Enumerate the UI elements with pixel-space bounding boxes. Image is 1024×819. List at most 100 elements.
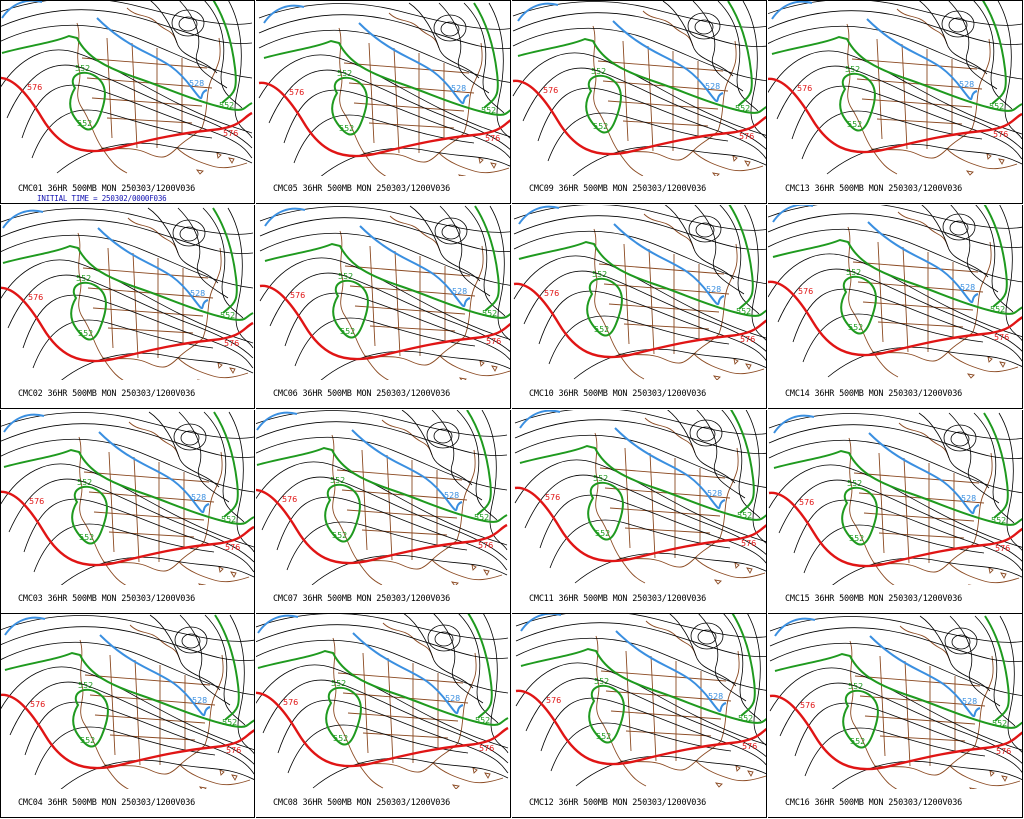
coastline-boundary bbox=[197, 566, 237, 585]
height-contour bbox=[768, 424, 1022, 459]
contour-value-label: 552 bbox=[76, 274, 91, 283]
coastline-boundary bbox=[202, 247, 222, 339]
contour-528-line bbox=[359, 225, 471, 308]
contour-552-line bbox=[1, 34, 253, 111]
contour-value-label: 528 bbox=[190, 289, 205, 298]
coastline-boundary bbox=[717, 40, 737, 132]
contour-value-label: 552 bbox=[330, 476, 345, 485]
contour-value-label: 528 bbox=[959, 80, 974, 89]
coastline-boundary bbox=[846, 23, 898, 175]
height-contour bbox=[768, 213, 1022, 248]
contour-552-line bbox=[840, 275, 877, 335]
height-contour bbox=[664, 205, 735, 280]
coastline-boundary bbox=[876, 38, 953, 150]
ensemble-member-panel: 552 552 552 576 576 528 CMC04 36HR 500MB MON 2… bbox=[0, 614, 255, 818]
contour-value-label: 552 bbox=[736, 307, 751, 316]
coastline-boundary bbox=[695, 760, 766, 782]
height-contour bbox=[276, 496, 508, 571]
coastline-boundary bbox=[971, 38, 991, 130]
height-contour bbox=[688, 215, 722, 243]
coastline-boundary bbox=[108, 451, 185, 563]
height-contour bbox=[202, 207, 244, 319]
contour-576-line bbox=[256, 488, 508, 565]
contour-value-label: 552 bbox=[846, 268, 861, 277]
ensemble-member-panel: 552 552 552 576 576 528 CMC12 36HR 500MB MON 2… bbox=[512, 614, 767, 818]
height-contour bbox=[768, 439, 1022, 494]
height-contour bbox=[172, 219, 206, 247]
contour-value-label: 576 bbox=[544, 289, 559, 298]
ensemble-member-panel: 552 552 552 576 576 528 CMC08 36HR 500MB MON 2… bbox=[256, 614, 511, 818]
height-contour bbox=[742, 1, 766, 139]
contour-value-label: 552 bbox=[848, 323, 863, 332]
contour-552-line bbox=[213, 411, 239, 518]
coastline-boundary bbox=[593, 228, 645, 380]
coastline-boundary bbox=[179, 764, 251, 786]
contour-576-line bbox=[256, 691, 509, 768]
height-map: 552 552 552 576 576 528 bbox=[768, 412, 1022, 585]
height-contour bbox=[283, 89, 510, 159]
coastline-boundary bbox=[204, 654, 224, 746]
height-contour bbox=[666, 410, 736, 484]
contour-value-label: 576 bbox=[797, 84, 812, 93]
contour-552-line bbox=[519, 444, 766, 521]
contour-552-line bbox=[774, 652, 1022, 729]
contour-value-label: 576 bbox=[485, 134, 500, 143]
contour-576-line bbox=[768, 280, 1022, 357]
height-contour bbox=[537, 87, 766, 160]
contour-value-label: 552 bbox=[340, 327, 355, 336]
contour-528-line bbox=[869, 635, 981, 718]
contour-528-line bbox=[868, 432, 980, 515]
contour-value-label: 552 bbox=[593, 122, 608, 131]
contour-value-label: 528 bbox=[708, 692, 723, 701]
contour-552-line bbox=[772, 238, 1022, 315]
height-contour bbox=[998, 412, 1022, 551]
contour-576-line bbox=[515, 689, 766, 766]
height-contour bbox=[1, 423, 254, 458]
height-contour bbox=[147, 207, 219, 284]
height-contour bbox=[408, 2, 480, 79]
coastline-boundary bbox=[458, 360, 498, 380]
coastline-boundary bbox=[879, 655, 956, 767]
height-contour bbox=[515, 637, 766, 691]
coastline-boundary bbox=[456, 449, 476, 541]
contour-value-label: 552 bbox=[475, 716, 490, 725]
coastline-boundary bbox=[877, 241, 954, 353]
height-contour bbox=[948, 412, 1000, 504]
height-contour bbox=[696, 426, 716, 442]
contour-value-label: 552 bbox=[332, 531, 347, 540]
contour-value-label: 576 bbox=[289, 88, 304, 97]
height-contour bbox=[229, 614, 254, 755]
height-contour bbox=[694, 19, 714, 35]
height-contour bbox=[60, 759, 254, 789]
height-contour bbox=[827, 346, 1022, 378]
coastline-boundary bbox=[450, 564, 490, 585]
ensemble-member-panel: 552 552 552 576 576 528 CMC11 36HR 500MB MON 2… bbox=[512, 410, 767, 614]
height-contour bbox=[698, 614, 747, 702]
contour-528-line bbox=[351, 429, 463, 512]
height-contour bbox=[522, 67, 766, 150]
height-contour bbox=[269, 272, 510, 352]
contour-value-label: 576 bbox=[996, 747, 1011, 756]
contour-value-label: 552 bbox=[992, 719, 1007, 728]
height-map: 552 552 552 576 576 528 bbox=[768, 205, 1022, 379]
height-contour bbox=[434, 217, 468, 245]
height-map: 552 552 552 576 576 528 bbox=[1, 614, 254, 789]
contour-552-line bbox=[727, 1, 753, 107]
coastline-boundary bbox=[720, 650, 740, 742]
height-contour bbox=[259, 232, 510, 286]
height-contour bbox=[791, 85, 1022, 160]
height-contour bbox=[149, 614, 221, 691]
contour-552-line bbox=[586, 277, 623, 337]
contour-528-line bbox=[772, 205, 814, 223]
coastline-boundary bbox=[431, 559, 503, 581]
coastline-boundary bbox=[619, 537, 721, 568]
contour-value-label: 552 bbox=[594, 325, 609, 334]
height-contour bbox=[538, 290, 766, 361]
ensemble-member-panel: 552 552 552 576 576 528 CMC10 36HR 500MB MON 2… bbox=[512, 205, 767, 409]
height-contour bbox=[228, 411, 254, 553]
contour-552-line bbox=[520, 647, 766, 724]
height-contour bbox=[949, 615, 1001, 707]
coastline-boundary bbox=[101, 127, 203, 158]
contour-value-label: 576 bbox=[740, 335, 755, 344]
height-contour bbox=[687, 12, 721, 40]
